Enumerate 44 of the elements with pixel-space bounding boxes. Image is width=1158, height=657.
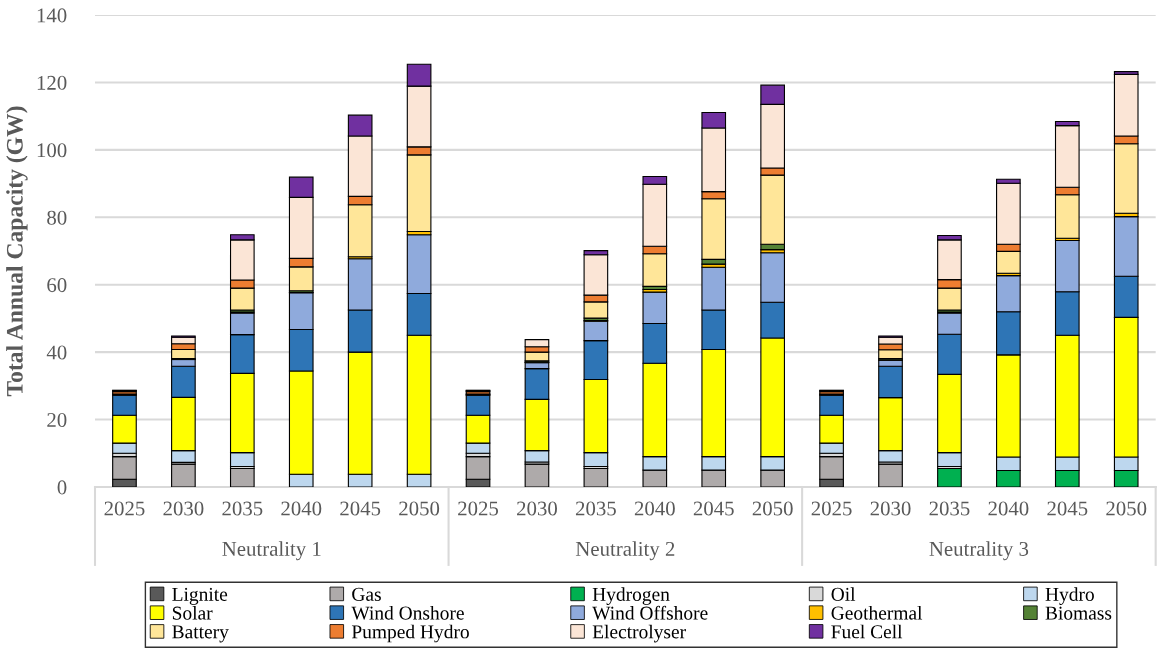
x-tick-label: 2040 [634, 501, 675, 516]
x-tick-label: 2030 [163, 501, 204, 516]
legend-label: Fuel Cell [831, 624, 903, 639]
x-tick-label: 2035 [929, 501, 970, 516]
y-tick-label: 20 [47, 412, 67, 427]
x-tick-label: 2030 [517, 501, 557, 516]
x-tick-label: 2050 [1106, 501, 1147, 516]
y-tick-label: 0 [57, 480, 67, 495]
x-tick-label: 2045 [1047, 501, 1088, 516]
x-tick-label: 2035 [575, 501, 616, 516]
legend-label: Solar [172, 606, 213, 620]
y-tick-label: 60 [47, 278, 67, 293]
legend-label: Wind Onshore [351, 605, 464, 620]
x-tick-label: 2025 [458, 501, 499, 516]
x-tick-label: 2045 [340, 501, 381, 516]
legend-label: Hydro [1045, 587, 1094, 605]
legend-label: Gas [352, 587, 381, 601]
x-tick-label: 2030 [870, 501, 911, 516]
x-tick-label: 2050 [399, 501, 440, 516]
x-tick-label: 2040 [988, 501, 1029, 516]
x-tick-label: 2025 [811, 501, 852, 516]
x-tick-label: 2035 [222, 501, 263, 516]
x-tick-label: 2040 [281, 501, 322, 516]
legend-label: Hydrogen [592, 587, 670, 605]
text: Neutrality 1 [222, 541, 321, 561]
legend-label: Geothermal [831, 605, 923, 620]
text: Neutrality 2 [575, 541, 675, 561]
y-tick-label: 120 [37, 75, 67, 90]
x-tick-label: 2050 [752, 501, 793, 516]
y-tick-label: 140 [37, 8, 67, 23]
legend-label: Oil [831, 587, 856, 601]
text: Neutrality 3 [929, 541, 1029, 561]
legend-label: Pumped Hydro [351, 624, 469, 643]
y-axis-title: Total Annual Capacity (GW) [6, 106, 28, 397]
x-tick-label: 2025 [104, 501, 145, 516]
legend-label: Biomass [1045, 606, 1112, 620]
y-tick-label: 40 [46, 345, 67, 360]
y-tick-label: 80 [47, 210, 67, 225]
legend-label: Lignite [172, 587, 228, 605]
legend-label: Electrolyser [592, 624, 686, 643]
y-tick-label: 100 [37, 143, 67, 158]
legend-label: Battery [172, 625, 229, 643]
legend-label: Wind Offshore [592, 605, 708, 620]
x-tick-label: 2045 [693, 501, 734, 516]
